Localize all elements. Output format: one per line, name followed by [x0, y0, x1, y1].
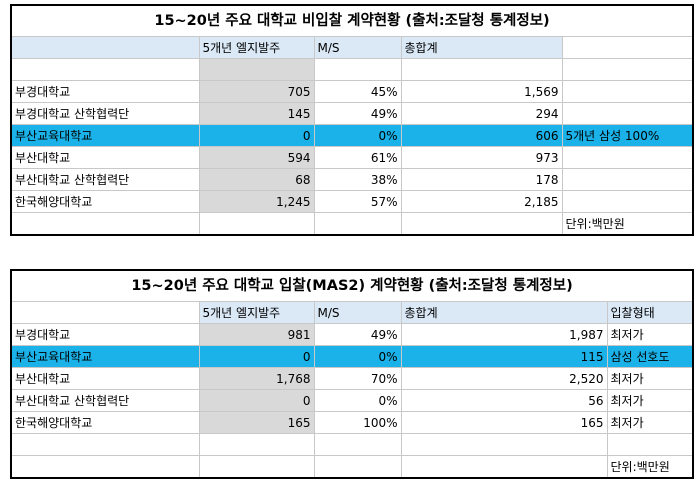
ms-value: 100% — [313, 411, 402, 434]
note-value: 5개년 삼성 100% — [561, 124, 695, 147]
note-value — [561, 168, 695, 191]
total-value: 178 — [400, 168, 563, 191]
university-name: 한국해양대학교 — [10, 411, 200, 434]
ms-value: 38% — [313, 168, 402, 191]
header-cell — [561, 36, 695, 59]
total-value: 973 — [400, 146, 563, 169]
table-noncompetitive-contracts: 15~20년 주요 대학교 비입찰 계약현황 (출처:조달청 통계정보) 5개년… — [9, 4, 695, 236]
total-value: 606 — [400, 124, 563, 147]
ms-value: 0% — [313, 124, 402, 147]
ms-value: 0% — [313, 389, 402, 412]
total-value: 56 — [400, 389, 608, 412]
table-row: 부경대학교 705 45% 1,569 — [10, 80, 695, 103]
total-value: 2,520 — [400, 367, 608, 390]
table-row: 부산대학교 산학협력단 68 38% 178 — [10, 168, 695, 191]
table-row: 한국해양대학교 1,245 57% 2,185 — [10, 190, 695, 213]
table-bid-contracts: 15~20년 주요 대학교 입찰(MAS2) 계약현황 (출처:조달청 통계정보… — [9, 269, 695, 479]
note-value — [561, 190, 695, 213]
ms-value: 61% — [313, 146, 402, 169]
table-row: 부경대학교 981 49% 1,987 최저가 — [10, 323, 695, 346]
table-row-highlighted: 부산교육대학교 0 0% 606 5개년 삼성 100% — [10, 124, 695, 147]
order-value: 1,245 — [198, 190, 315, 213]
total-value: 115 — [400, 345, 608, 368]
total-value: 165 — [400, 411, 608, 434]
unit-label: 단위:백만원 — [606, 455, 695, 479]
header-total: 총합계 — [400, 301, 608, 324]
order-value: 68 — [198, 168, 315, 191]
table-row-highlighted: 부산교육대학교 0 0% 115 삼성 선호도 — [10, 345, 695, 368]
university-name: 부산대학교 산학협력단 — [10, 168, 200, 191]
total-value: 1,569 — [400, 80, 563, 103]
order-value: 705 — [198, 80, 315, 103]
ms-value: 49% — [313, 323, 402, 346]
table-title: 15~20년 주요 대학교 입찰(MAS2) 계약현황 (출처:조달청 통계정보… — [9, 269, 695, 302]
order-value: 0 — [198, 389, 315, 412]
bid-type-value: 최저가 — [606, 389, 695, 412]
university-name: 부경대학교 산학협력단 — [10, 102, 200, 125]
ms-value: 0% — [313, 345, 402, 368]
header-order: 5개년 엘지발주 — [198, 301, 315, 324]
table-row: 부산대학교 1,768 70% 2,520 최저가 — [10, 367, 695, 390]
total-value: 294 — [400, 102, 563, 125]
note-value — [561, 146, 695, 169]
order-value: 0 — [198, 124, 315, 147]
table-row: 부산대학교 산학협력단 0 0% 56 최저가 — [10, 389, 695, 412]
unit-label: 단위:백만원 — [561, 212, 695, 236]
order-value: 165 — [198, 411, 315, 434]
university-name: 부산대학교 — [10, 367, 200, 390]
university-name: 부산대학교 산학협력단 — [10, 389, 200, 412]
university-name: 부경대학교 — [10, 80, 200, 103]
header-cell — [10, 301, 200, 324]
table-row: 부산대학교 594 61% 973 — [10, 146, 695, 169]
ms-value: 70% — [313, 367, 402, 390]
university-name: 한국해양대학교 — [10, 190, 200, 213]
university-name: 부산대학교 — [10, 146, 200, 169]
note-value — [561, 102, 695, 125]
header-cell — [10, 36, 200, 59]
order-value: 1,768 — [198, 367, 315, 390]
header-total: 총합계 — [400, 36, 563, 59]
ms-value: 45% — [313, 80, 402, 103]
order-value: 981 — [198, 323, 315, 346]
header-order: 5개년 엘지발주 — [198, 36, 315, 59]
note-value — [561, 80, 695, 103]
order-value: 594 — [198, 146, 315, 169]
bid-type-value: 삼성 선호도 — [606, 345, 695, 368]
table-title: 15~20년 주요 대학교 비입찰 계약현황 (출처:조달청 통계정보) — [9, 4, 695, 37]
order-value: 145 — [198, 102, 315, 125]
header-ms: M/S — [313, 301, 402, 324]
order-value: 0 — [198, 345, 315, 368]
bid-type-value: 최저가 — [606, 367, 695, 390]
header-bid-type: 입찰형태 — [606, 301, 695, 324]
table-row: 부경대학교 산학협력단 145 49% 294 — [10, 102, 695, 125]
header-ms: M/S — [313, 36, 402, 59]
university-name: 부산교육대학교 — [10, 345, 200, 368]
total-value: 2,185 — [400, 190, 563, 213]
ms-value: 57% — [313, 190, 402, 213]
university-name: 부경대학교 — [10, 323, 200, 346]
bid-type-value: 최저가 — [606, 323, 695, 346]
ms-value: 49% — [313, 102, 402, 125]
university-name: 부산교육대학교 — [10, 124, 200, 147]
table-row: 한국해양대학교 165 100% 165 최저가 — [10, 411, 695, 434]
total-value: 1,987 — [400, 323, 608, 346]
bid-type-value: 최저가 — [606, 411, 695, 434]
